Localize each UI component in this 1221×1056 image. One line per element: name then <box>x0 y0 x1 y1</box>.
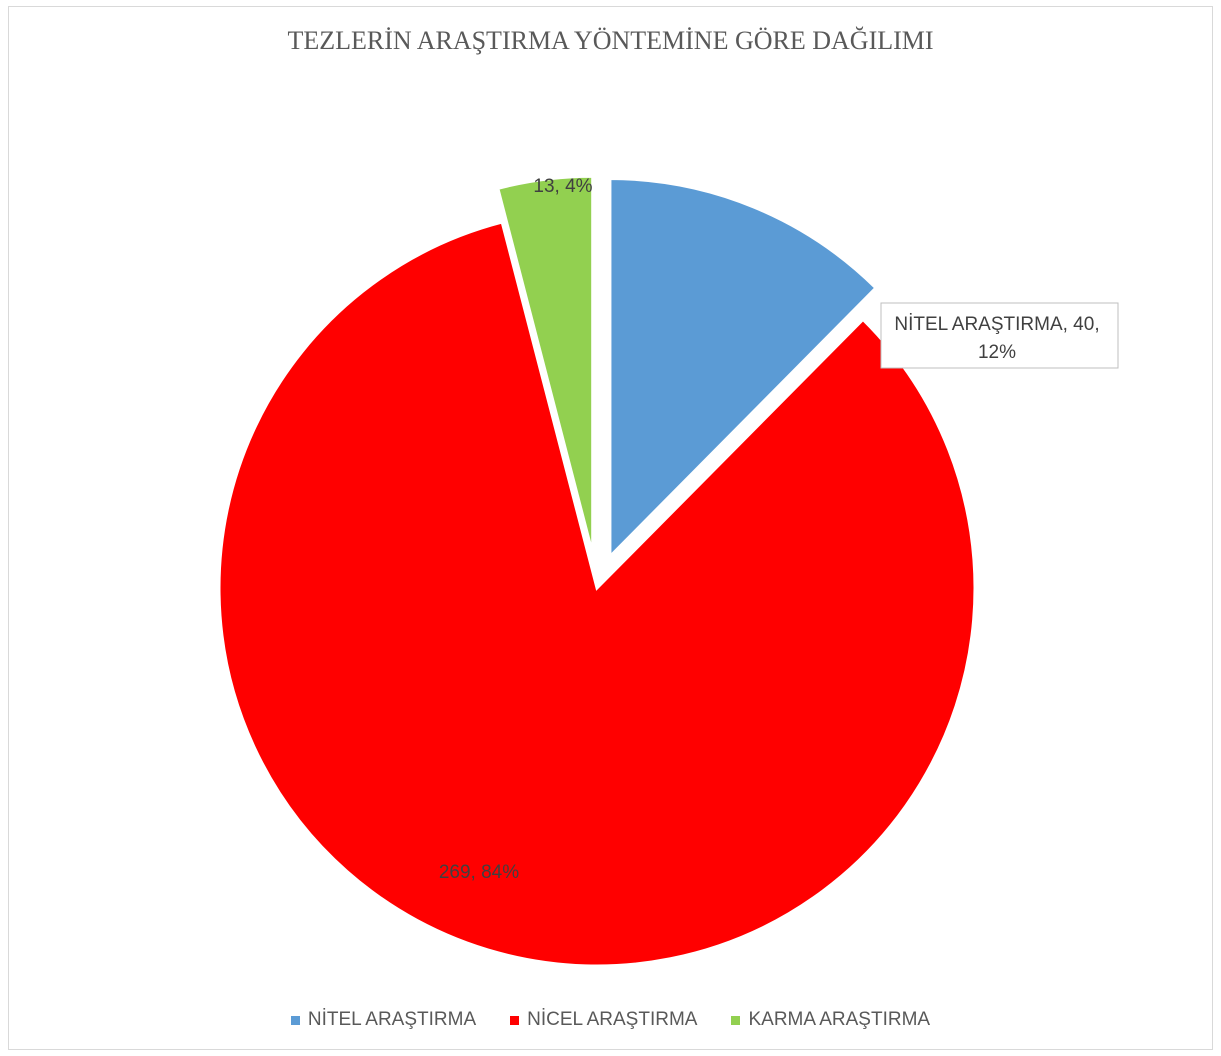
pie-slice-0 <box>608 177 879 561</box>
data-label-box-nitel <box>880 302 1119 369</box>
legend-swatch-nitel <box>290 1015 300 1025</box>
legend-label-nitel: NİTEL ARAŞTIRMA <box>307 1009 477 1030</box>
legend-label-karma: KARMA ARAŞTIRMA <box>748 1009 931 1030</box>
legend: NİTEL ARAŞTIRMA NİCEL ARAŞTIRMA KARMA AR… <box>0 1009 1221 1031</box>
legend-item-karma: KARMA ARAŞTIRMA <box>731 1009 930 1031</box>
legend-label-nicel: NİCEL ARAŞTIRMA <box>527 1009 698 1030</box>
chart-title: TEZLERİN ARAŞTIRMA YÖNTEMİNE GÖRE DAĞILI… <box>287 26 934 55</box>
data-label-nicel: 269, 84% <box>439 862 519 883</box>
data-label-nitel-line2: 12% <box>978 342 1016 363</box>
legend-swatch-karma <box>731 1015 741 1025</box>
legend-swatch-nicel <box>510 1015 520 1025</box>
data-label-karma: 13, 4% <box>533 176 592 197</box>
legend-item-nicel: NİCEL ARAŞTIRMA <box>510 1009 697 1031</box>
pie-slice-1 <box>217 220 977 968</box>
legend-item-nitel: NİTEL ARAŞTIRMA <box>290 1009 477 1031</box>
data-label-nitel-line1: NİTEL ARAŞTIRMA, 40, <box>894 314 1099 335</box>
pie-slice-2 <box>496 174 595 555</box>
